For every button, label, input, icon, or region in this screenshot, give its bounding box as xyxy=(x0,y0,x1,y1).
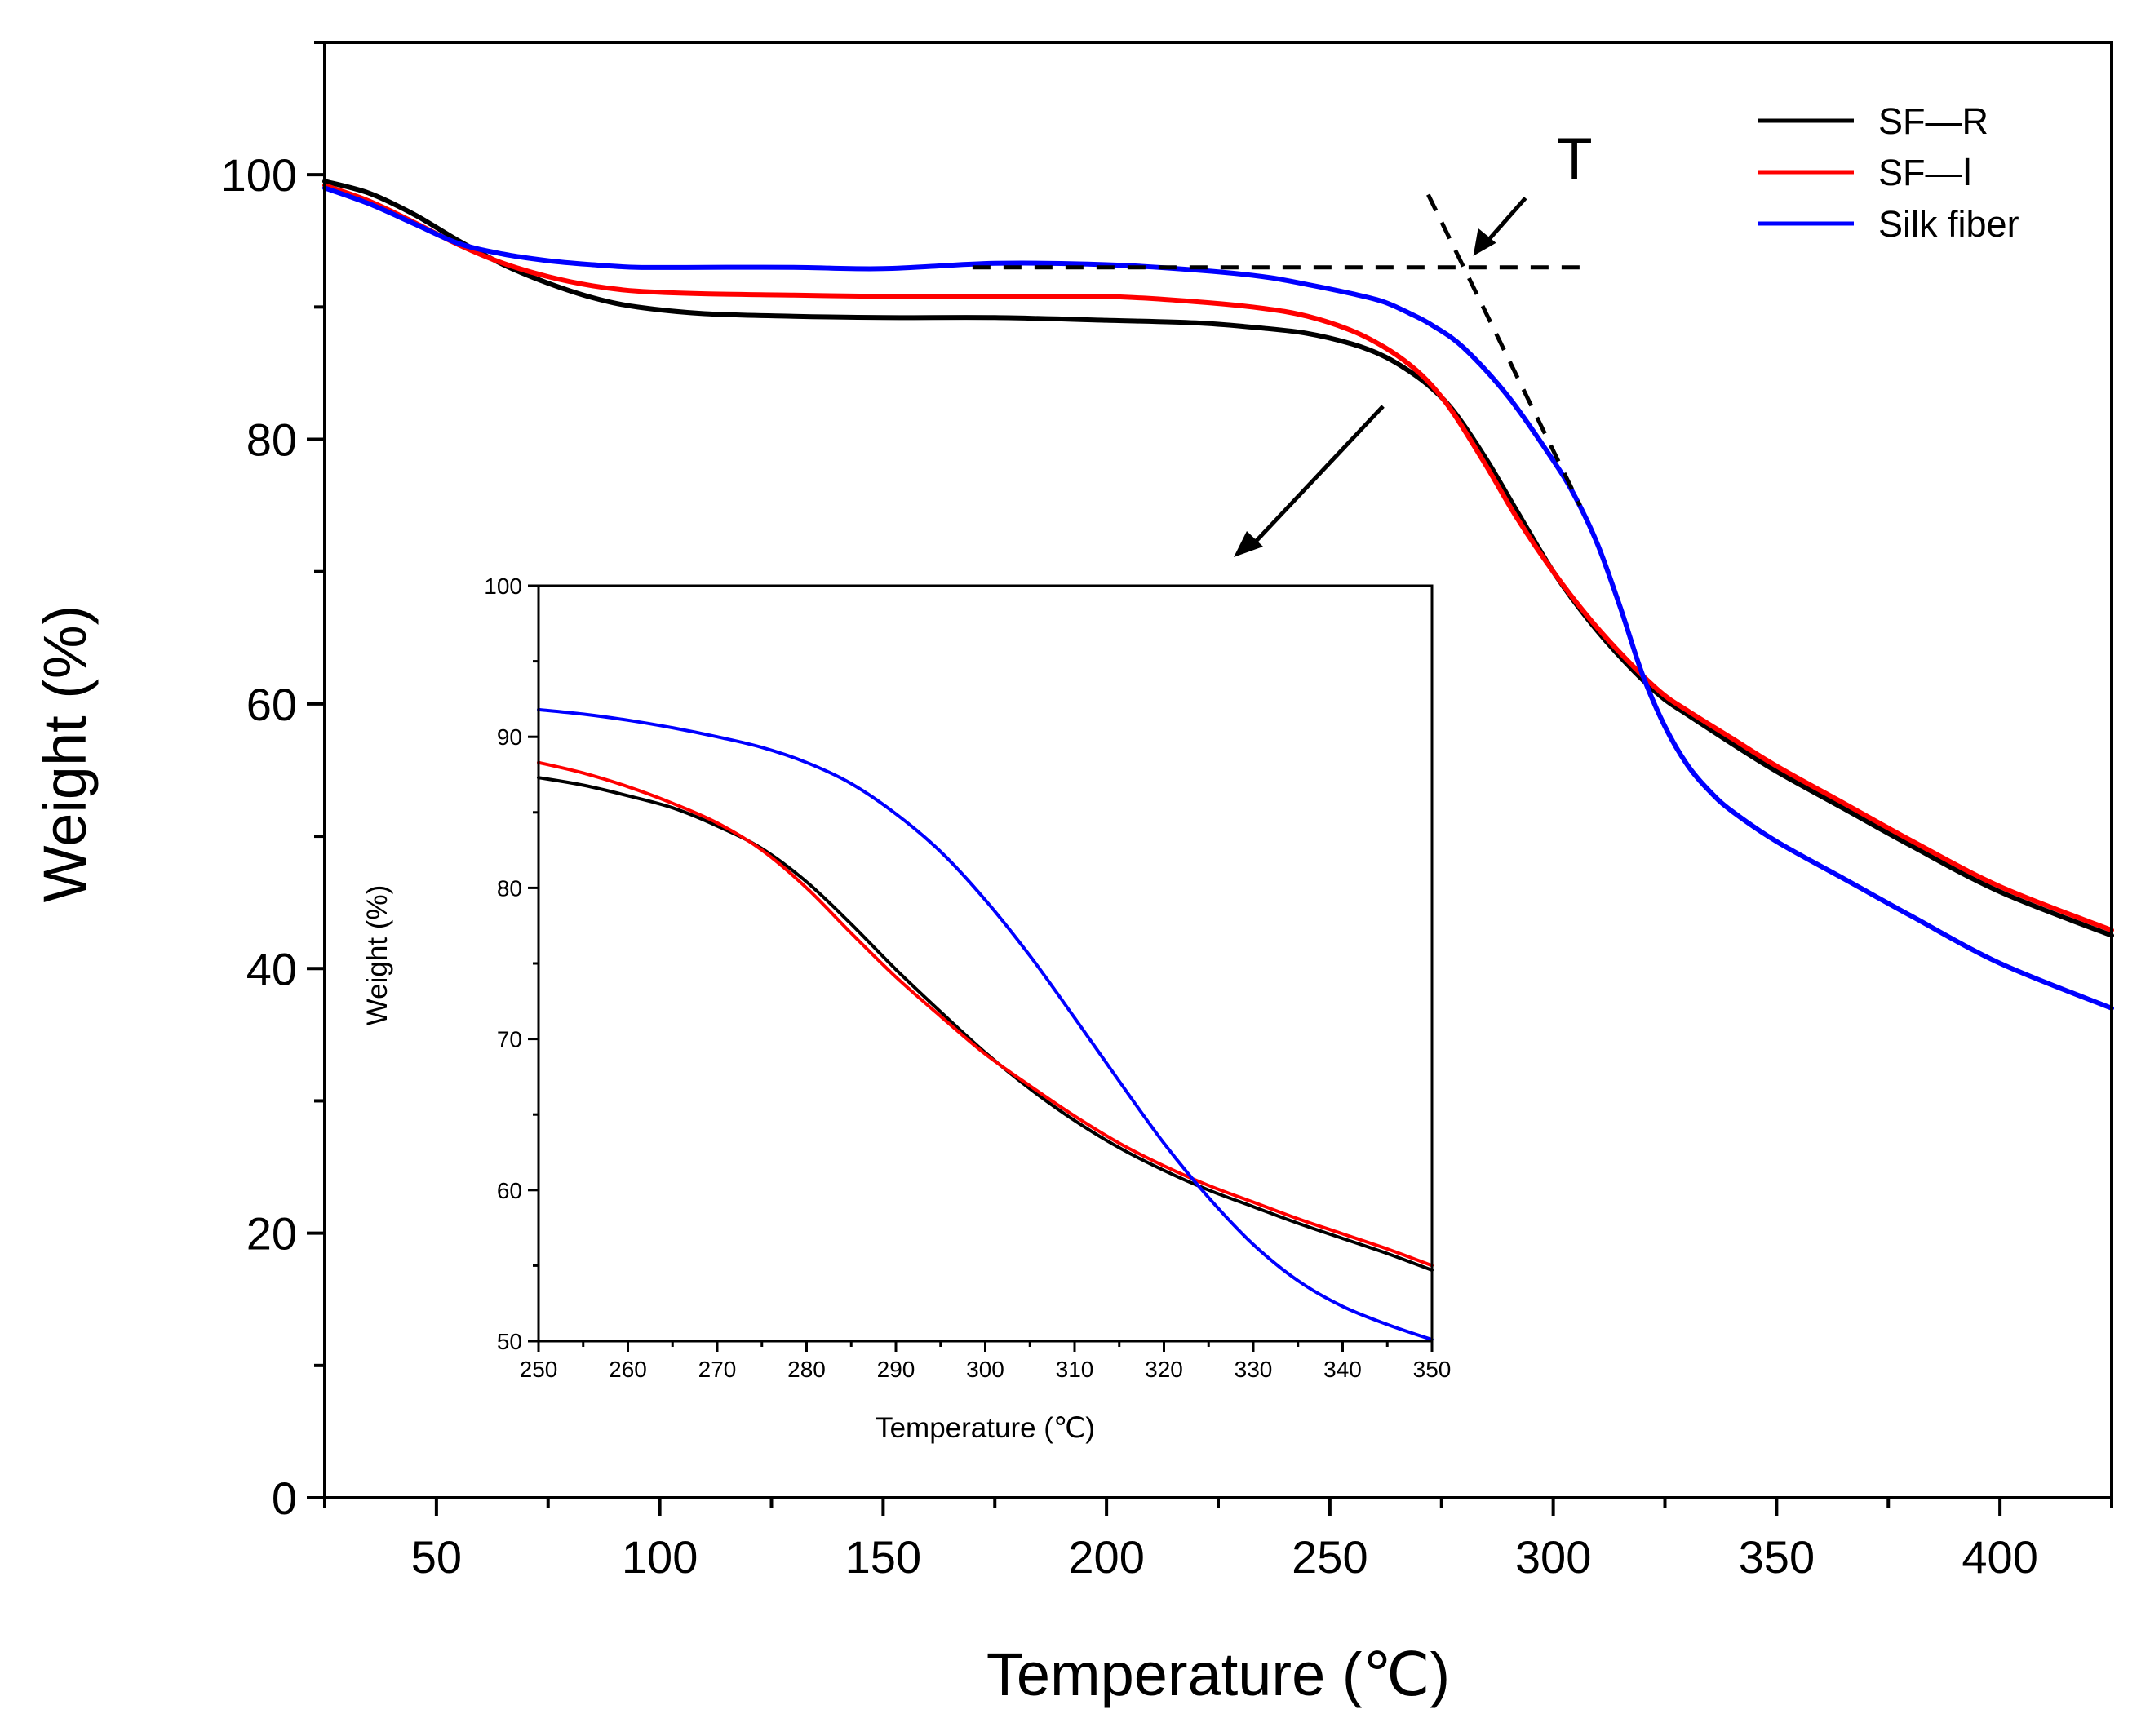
main-x-tick-label: 250 xyxy=(1292,1531,1368,1583)
inset-y-tick-label: 90 xyxy=(497,724,522,750)
onset-tangent-dashed xyxy=(1426,193,1582,507)
inset-background xyxy=(539,586,1432,1341)
inset-plot: 250 260 270 280 290 300 310 320 330 340 350 50 60 70… xyxy=(361,574,1451,1444)
main-x-tick-label: 300 xyxy=(1515,1531,1591,1583)
inset-axis-ticks xyxy=(528,584,1434,1352)
inset-x-tick-label: 310 xyxy=(1056,1357,1094,1382)
main-y-tick-label: 60 xyxy=(246,679,297,730)
main-x-tick-label: 50 xyxy=(411,1531,462,1583)
legend: SF—R SF—Ⅰ Silk fiber xyxy=(1758,100,2019,245)
inset-y-tick-label: 70 xyxy=(497,1027,522,1052)
main-y-tick-label: 0 xyxy=(272,1472,297,1524)
legend-label-sf-r: SF—R xyxy=(1878,100,1988,142)
onset-arrow-head xyxy=(1473,228,1496,256)
inset-y-axis-title: Weight (%) xyxy=(361,885,393,1025)
onset-label: T xyxy=(1557,127,1593,193)
main-x-tick-labels: 50 100 150 200 250 300 350 400 xyxy=(411,1531,2038,1583)
inset-y-tick-label: 60 xyxy=(497,1178,522,1203)
onset-annotation: T xyxy=(972,127,1593,507)
main-y-tick-label: 40 xyxy=(246,943,297,994)
inset-x-tick-label: 320 xyxy=(1145,1357,1183,1382)
inset-x-tick-label: 350 xyxy=(1413,1357,1452,1382)
main-axis-ticks xyxy=(307,41,2113,1516)
inset-series-group xyxy=(537,707,1434,1342)
zoom-arrow-shaft xyxy=(1251,405,1385,547)
inset-x-tick-label: 270 xyxy=(698,1357,737,1382)
inset-x-axis-title: Temperature (℃) xyxy=(876,1412,1095,1444)
inset-y-tick-labels: 50 60 70 80 90 100 xyxy=(484,574,522,1354)
main-series-group xyxy=(322,179,2114,1011)
inset-x-tick-labels: 250 260 270 280 290 300 310 320 330 340 350 xyxy=(520,1357,1452,1382)
inset-x-tick-label: 340 xyxy=(1323,1357,1362,1382)
main-plot: T 50 100 150 200 250 300 350 400 0 20 40 60 80 100 T… xyxy=(31,41,2114,1708)
main-y-tick-labels: 0 20 40 60 80 100 xyxy=(221,149,297,1524)
main-series-sf-r xyxy=(322,179,2114,938)
inset-x-tick-label: 290 xyxy=(877,1357,915,1382)
main-x-tick-label: 400 xyxy=(1962,1531,2037,1583)
main-y-tick-label: 80 xyxy=(246,414,297,466)
inset-x-tick-label: 280 xyxy=(787,1357,826,1382)
main-y-tick-label: 100 xyxy=(221,149,297,201)
main-x-axis-title: Temperature (℃) xyxy=(986,1641,1450,1708)
main-x-tick-label: 100 xyxy=(622,1531,698,1583)
inset-x-tick-label: 330 xyxy=(1235,1357,1273,1382)
zoom-arrow-head xyxy=(1234,531,1263,557)
main-x-tick-label: 150 xyxy=(845,1531,921,1583)
inset-series-sf-i xyxy=(537,760,1434,1268)
legend-label-silk-fiber: Silk fiber xyxy=(1878,203,2019,245)
main-x-tick-label: 200 xyxy=(1068,1531,1144,1583)
inset-y-tick-label: 100 xyxy=(484,574,522,599)
legend-label-sf-i: SF—Ⅰ xyxy=(1878,152,1973,193)
inset-series-silk-fiber xyxy=(537,707,1434,1342)
inset-y-tick-label: 50 xyxy=(497,1329,522,1354)
inset-y-tick-label: 80 xyxy=(497,875,522,901)
main-series-sf-i xyxy=(322,183,2114,933)
inset-x-tick-label: 300 xyxy=(966,1357,1004,1382)
zoom-arrow xyxy=(1234,405,1385,557)
main-x-tick-label: 350 xyxy=(1739,1531,1815,1583)
main-y-axis-title: Weight (%) xyxy=(31,605,99,903)
main-y-tick-label: 20 xyxy=(246,1208,297,1260)
inset-x-tick-label: 250 xyxy=(520,1357,558,1382)
main-series-silk-fiber xyxy=(322,185,2114,1011)
inset-x-tick-label: 260 xyxy=(609,1357,647,1382)
